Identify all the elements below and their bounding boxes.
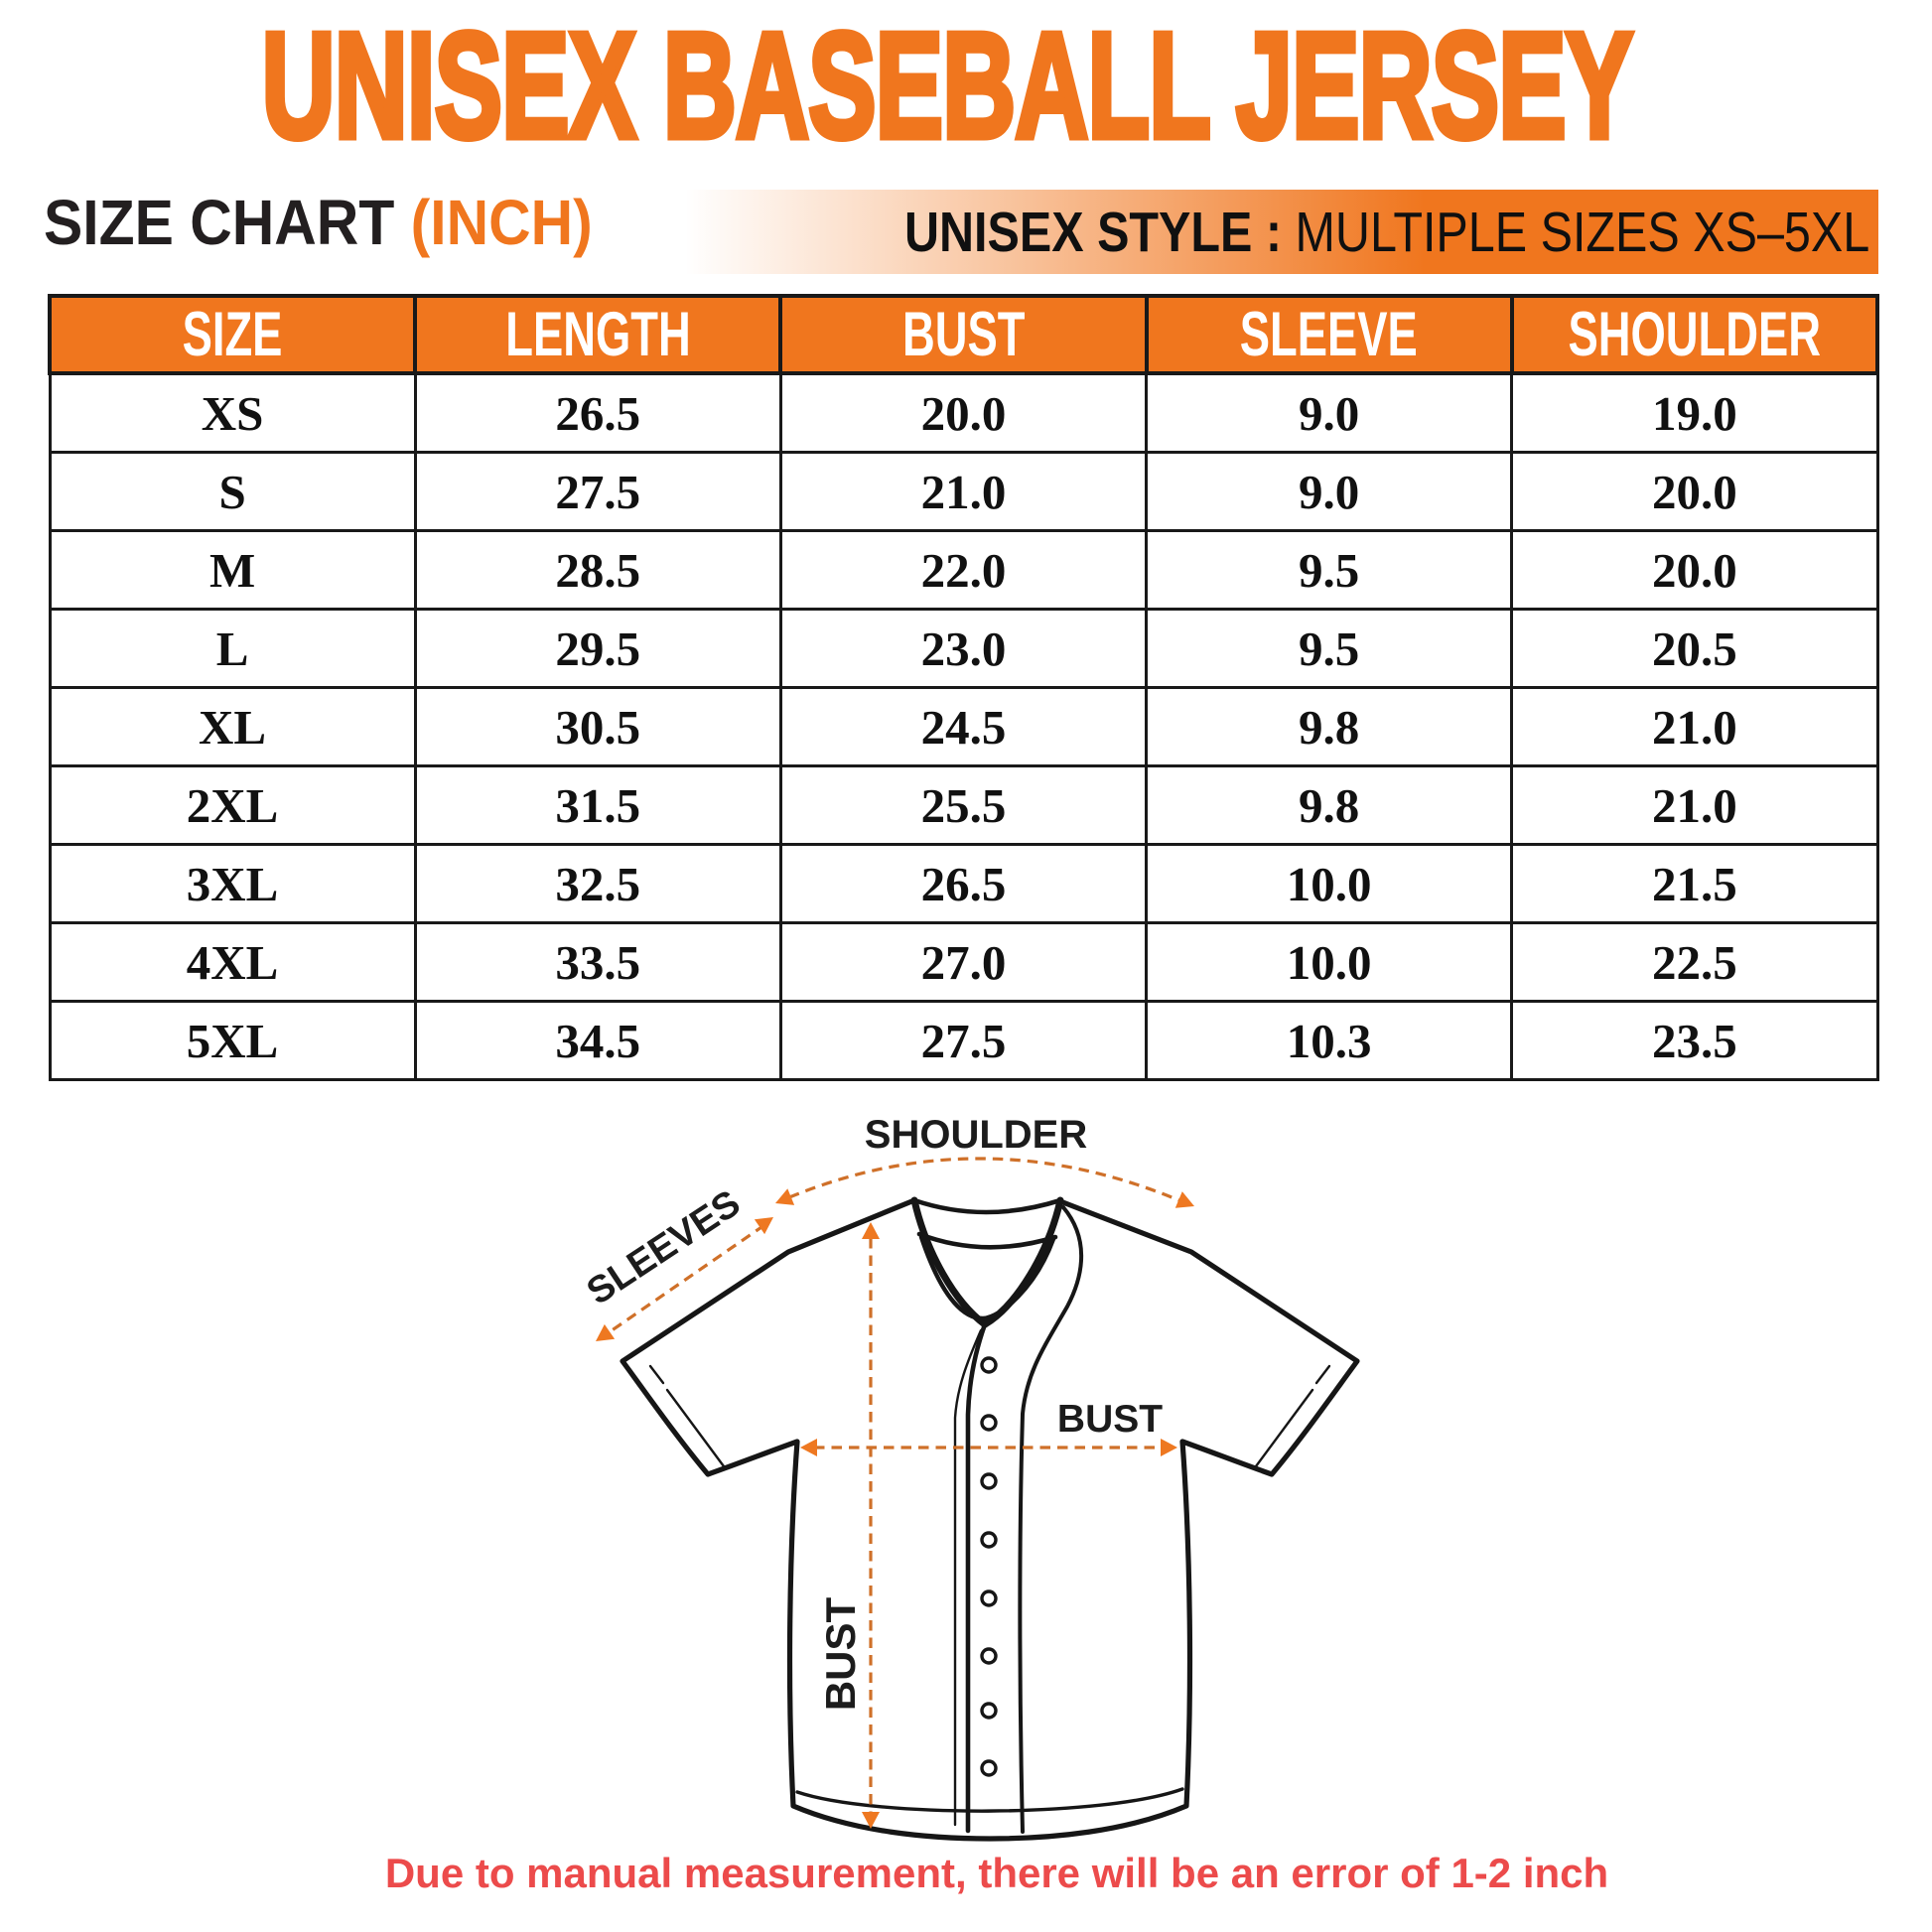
svg-text:SHOULDER: SHOULDER	[865, 1113, 1088, 1157]
svg-text:BUST: BUST	[1057, 1398, 1163, 1441]
svg-text:BUST: BUST	[817, 1596, 864, 1711]
